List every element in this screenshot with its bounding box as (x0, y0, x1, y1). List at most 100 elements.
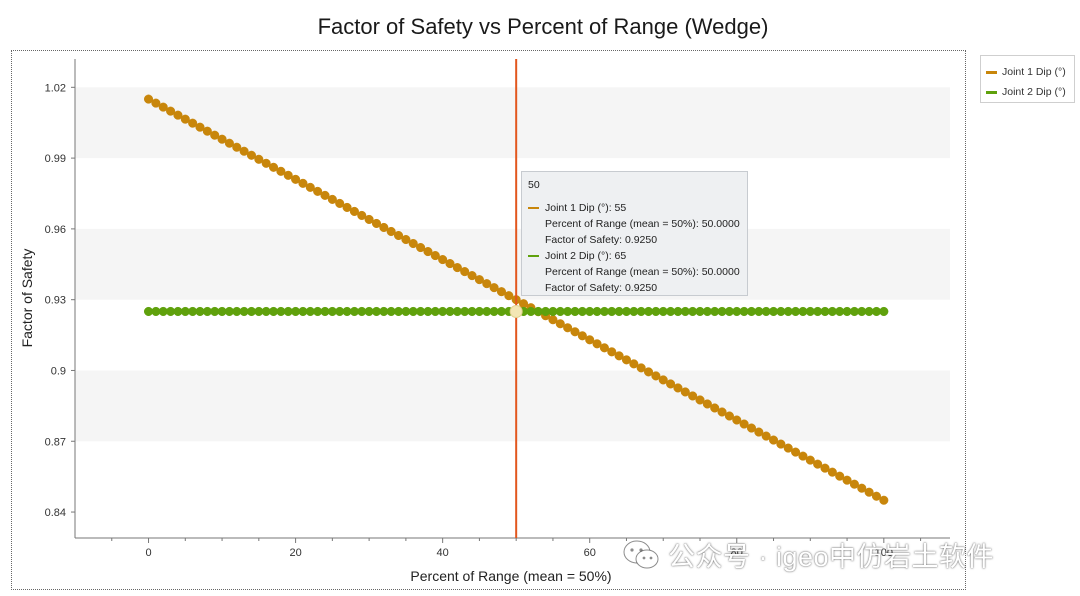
data-point[interactable] (166, 106, 176, 116)
data-point[interactable] (680, 387, 690, 397)
data-point[interactable] (599, 343, 609, 353)
data-point[interactable] (577, 331, 587, 341)
data-point[interactable] (371, 218, 382, 229)
data-point[interactable] (327, 194, 337, 204)
data-point[interactable] (724, 411, 734, 421)
data-point[interactable] (357, 210, 367, 220)
data-point[interactable] (423, 246, 433, 257)
data-point[interactable] (636, 363, 646, 373)
data-point[interactable] (261, 158, 271, 168)
data-point[interactable] (467, 271, 477, 281)
data-point[interactable] (768, 435, 779, 445)
data-point[interactable] (658, 375, 668, 385)
data-point[interactable] (813, 459, 823, 469)
data-point[interactable] (827, 467, 837, 477)
data-point[interactable] (717, 407, 727, 417)
data-point[interactable] (849, 479, 859, 489)
data-point[interactable] (210, 130, 220, 140)
data-point[interactable] (739, 419, 749, 429)
data-point[interactable] (195, 122, 205, 132)
data-point[interactable] (864, 487, 874, 497)
legend-item-joint1[interactable]: Joint 1 Dip (°) (986, 62, 1074, 82)
data-point[interactable] (460, 267, 470, 277)
legend-item-joint2[interactable]: Joint 2 Dip (°) (986, 82, 1074, 102)
data-point[interactable] (563, 323, 573, 333)
data-point[interactable] (776, 439, 786, 449)
data-point[interactable] (188, 118, 198, 128)
data-point[interactable] (349, 206, 359, 216)
data-point[interactable] (746, 423, 757, 433)
data-point[interactable] (702, 399, 712, 409)
data-point[interactable] (695, 395, 705, 405)
data-point[interactable] (614, 351, 624, 361)
series-2[interactable] (143, 306, 889, 317)
data-point[interactable] (570, 327, 580, 337)
data-point[interactable] (489, 283, 499, 293)
data-point[interactable] (496, 287, 507, 297)
legend[interactable]: Joint 1 Dip (°) Joint 2 Dip (°) (980, 55, 1075, 103)
data-point[interactable] (268, 162, 279, 172)
data-point[interactable] (798, 451, 808, 461)
data-point[interactable] (629, 359, 639, 369)
data-point[interactable] (791, 447, 801, 457)
data-point[interactable] (180, 114, 190, 124)
data-point[interactable] (879, 306, 889, 317)
data-point[interactable] (401, 234, 411, 245)
data-point[interactable] (452, 263, 462, 273)
data-point[interactable] (430, 251, 440, 261)
data-point[interactable] (364, 214, 374, 225)
data-point[interactable] (732, 415, 742, 425)
data-point[interactable] (805, 455, 815, 465)
data-point[interactable] (820, 463, 830, 473)
data-point[interactable] (555, 319, 565, 329)
data-point[interactable] (224, 138, 234, 148)
data-point[interactable] (408, 238, 418, 249)
data-point[interactable] (393, 230, 404, 241)
data-point[interactable] (585, 335, 595, 345)
data-point[interactable] (386, 226, 396, 237)
data-point[interactable] (857, 483, 867, 493)
data-point[interactable] (835, 471, 845, 481)
data-point[interactable] (320, 190, 330, 200)
data-point[interactable] (291, 174, 301, 184)
data-point[interactable] (342, 202, 352, 212)
data-point[interactable] (621, 355, 632, 365)
data-point[interactable] (239, 146, 249, 156)
data-point[interactable] (438, 255, 448, 265)
data-point[interactable] (871, 491, 882, 501)
data-point[interactable] (783, 443, 793, 453)
data-point[interactable] (298, 178, 308, 188)
data-point[interactable] (666, 379, 676, 389)
data-point[interactable] (592, 339, 602, 349)
data-point[interactable] (379, 222, 389, 233)
data-point[interactable] (143, 94, 154, 104)
data-point[interactable] (232, 142, 242, 152)
data-point[interactable] (151, 98, 161, 108)
data-point[interactable] (710, 403, 720, 413)
data-point[interactable] (305, 182, 315, 192)
data-point[interactable] (246, 150, 257, 160)
data-point[interactable] (202, 126, 212, 136)
data-point[interactable] (276, 166, 286, 176)
data-point[interactable] (879, 495, 889, 505)
data-point[interactable] (158, 102, 168, 112)
series-1[interactable] (143, 94, 889, 505)
data-point[interactable] (173, 110, 183, 120)
data-point[interactable] (754, 427, 764, 437)
data-point[interactable] (335, 198, 345, 208)
data-point[interactable] (416, 242, 426, 253)
data-point[interactable] (283, 170, 293, 180)
data-point[interactable] (474, 275, 484, 285)
data-point[interactable] (673, 383, 683, 393)
data-point[interactable] (643, 367, 654, 377)
data-point[interactable] (688, 391, 698, 401)
data-point[interactable] (313, 186, 323, 196)
data-point[interactable] (761, 431, 771, 441)
data-point[interactable] (504, 291, 514, 301)
data-point[interactable] (482, 279, 492, 289)
data-point[interactable] (607, 347, 617, 357)
data-point[interactable] (651, 371, 661, 381)
data-point[interactable] (842, 475, 852, 485)
data-point[interactable] (445, 259, 455, 269)
